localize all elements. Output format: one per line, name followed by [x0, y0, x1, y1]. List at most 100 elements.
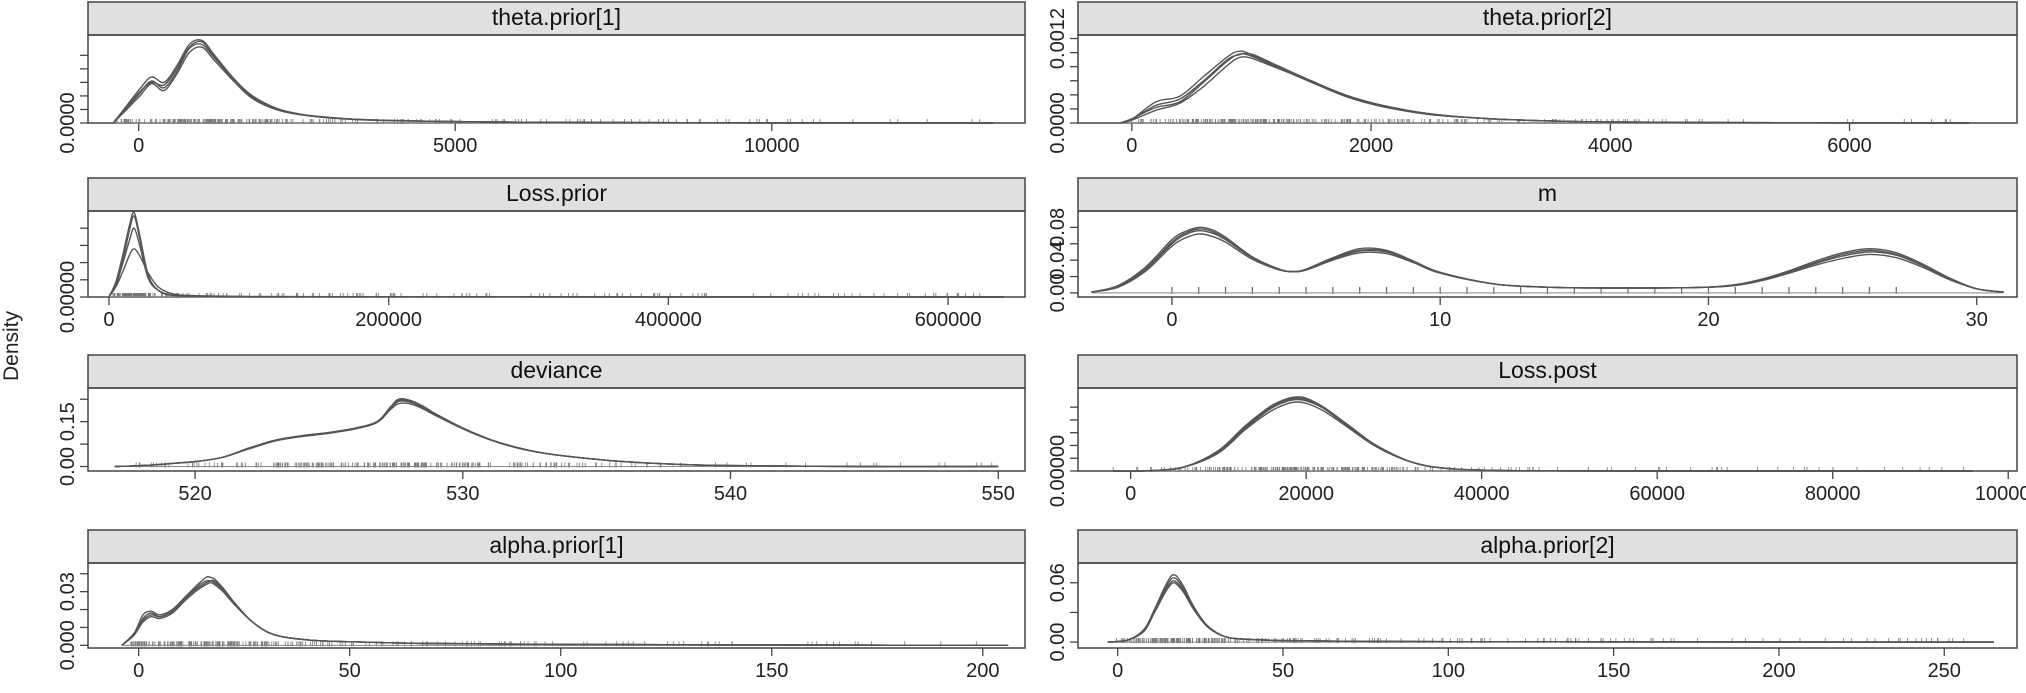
y-tick-label: 0.00000: [1047, 435, 1069, 507]
x-tick-label: 540: [714, 483, 747, 505]
panel-7: alpha.prior[1] 0.000 0.03 0 50 100 150 200: [57, 529, 1026, 682]
y-tick-label: 0.00: [57, 447, 79, 486]
panel-strip: [1077, 177, 2018, 212]
panel-strip: [87, 354, 1026, 389]
panel-5: deviance 0.00 0.15 520 530 540 550: [57, 354, 1026, 505]
x-tick-label: 400000: [635, 309, 702, 331]
density-curve-chain-4: [108, 227, 1005, 298]
density-curve-chain-1: [1107, 580, 1994, 643]
y-tick-label: 0.00: [1047, 623, 1069, 662]
y-tick-label: 0.08: [1047, 208, 1069, 247]
panel-title: deviance: [510, 357, 602, 383]
y-tick-label: 0.00: [1047, 273, 1069, 312]
x-tick-label: 200: [966, 660, 999, 682]
x-tick-label: 60000: [1629, 483, 1685, 505]
x-tick-label: 10000: [744, 135, 800, 157]
density-curve-chain-1: [1119, 52, 1970, 124]
panel-frame: [87, 387, 1026, 472]
y-tick-label: 0.03: [57, 572, 79, 611]
x-tick-label: 20000: [1278, 483, 1334, 505]
density-curve-chain-4: [1091, 228, 2004, 293]
density-curve-chain-4: [1113, 397, 1974, 472]
density-curve-chain-1: [121, 579, 1009, 646]
density-curve-chain-3: [1113, 401, 1974, 472]
x-tick-label: 6000: [1827, 135, 1872, 157]
x-tick-label: 250: [1928, 660, 1961, 682]
x-tick-label: 80000: [1805, 483, 1861, 505]
density-curve-chain-2: [112, 38, 994, 124]
panel-title: theta.prior[1]: [492, 4, 621, 30]
y-tick-label: 0.06: [1047, 563, 1069, 602]
panel-strip: [1077, 529, 2018, 564]
x-tick-label: 0: [1126, 135, 1137, 157]
x-tick-label: 0: [133, 135, 144, 157]
x-tick-label: 0: [1112, 660, 1123, 682]
x-tick-label: 600000: [915, 309, 982, 331]
density-curve-chain-4: [114, 399, 999, 468]
panel-title: alpha.prior[2]: [1480, 532, 1614, 558]
density-curve-chain-3: [1107, 582, 1994, 643]
x-tick-label: 100: [544, 660, 577, 682]
x-tick-label: 150: [1597, 660, 1630, 682]
x-tick-label: 2000: [1349, 135, 1394, 157]
density-curve-chain-3: [114, 402, 999, 468]
density-curve-chain-4: [121, 579, 1009, 646]
panel-strip: [87, 1, 1026, 36]
panel-3: Loss.prior 0.00000 0 200000 400000 600000: [57, 177, 1026, 333]
x-tick-label: 200: [1762, 660, 1795, 682]
y-axis-label: Density: [0, 310, 23, 381]
x-tick-label: 50: [1272, 660, 1294, 682]
density-curve-chain-3: [112, 46, 994, 124]
x-tick-label: 100000: [1975, 483, 2026, 505]
y-tick-label: 0.0012: [1047, 8, 1069, 69]
y-tick-label: 0.0000: [1047, 92, 1069, 153]
x-tick-label: 30: [1966, 309, 1988, 331]
density-curve-chain-1: [1113, 398, 1974, 472]
panel-strip: [1077, 1, 2018, 36]
panel-title: Loss.post: [1498, 357, 1597, 383]
panel-frame: [87, 562, 1026, 649]
density-curve-chain-4: [112, 40, 994, 124]
density-curve-chain-4: [1107, 577, 1994, 643]
x-tick-label: 550: [982, 483, 1015, 505]
x-tick-label: 4000: [1588, 135, 1633, 157]
panel-frame: [1077, 387, 2018, 472]
x-tick-label: 530: [446, 483, 479, 505]
panel-strip: [87, 177, 1026, 212]
density-curve-chain-2: [1113, 396, 1974, 472]
density-curve-chain-2: [114, 398, 999, 468]
x-tick-label: 0: [1125, 483, 1136, 505]
y-tick-label: 0.15: [57, 402, 79, 441]
x-tick-label: 200000: [355, 309, 422, 331]
density-curve-chain-2: [121, 575, 1009, 646]
density-curve-chain-3: [121, 582, 1009, 646]
panel-title: theta.prior[2]: [1483, 4, 1612, 30]
density-curve-chain-3: [108, 211, 1005, 298]
panel-6: Loss.post 0.00000 0 20000 40000 60000 80000 100…: [1047, 354, 2026, 507]
panel-4: m 0.000.040.08 0 10 20 30: [1047, 177, 2018, 331]
density-curve-chain-2: [1119, 50, 1970, 124]
density-curve-chain-2: [1107, 574, 1994, 643]
x-tick-label: 0: [103, 309, 114, 331]
x-tick-label: 5000: [433, 135, 478, 157]
y-tick-label: 0.0000: [57, 92, 79, 153]
panel-frame: [1077, 562, 2018, 649]
x-tick-label: 150: [755, 660, 788, 682]
panel-title: Loss.prior: [506, 180, 607, 206]
panel-frame: [87, 34, 1026, 124]
panel-frame: [1077, 210, 2018, 298]
x-tick-label: 40000: [1454, 483, 1510, 505]
x-tick-label: 0: [133, 660, 144, 682]
panel-title: alpha.prior[1]: [489, 532, 623, 558]
panel-frame: [87, 210, 1026, 298]
x-tick-label: 0: [1166, 309, 1177, 331]
panel-2: theta.prior[2] 0.0000 0.0012 0 2000 4000 6000: [1047, 1, 2018, 157]
x-tick-label: 100: [1432, 660, 1465, 682]
density-curve-chain-2: [1091, 226, 2004, 293]
x-tick-label: 20: [1697, 309, 1719, 331]
density-curve-chain-1: [112, 43, 994, 124]
density-curve-chain-3: [1119, 56, 1970, 124]
panel-title: m: [1538, 180, 1557, 206]
x-tick-label: 50: [339, 660, 361, 682]
density-curve-chain-1: [108, 215, 1005, 298]
